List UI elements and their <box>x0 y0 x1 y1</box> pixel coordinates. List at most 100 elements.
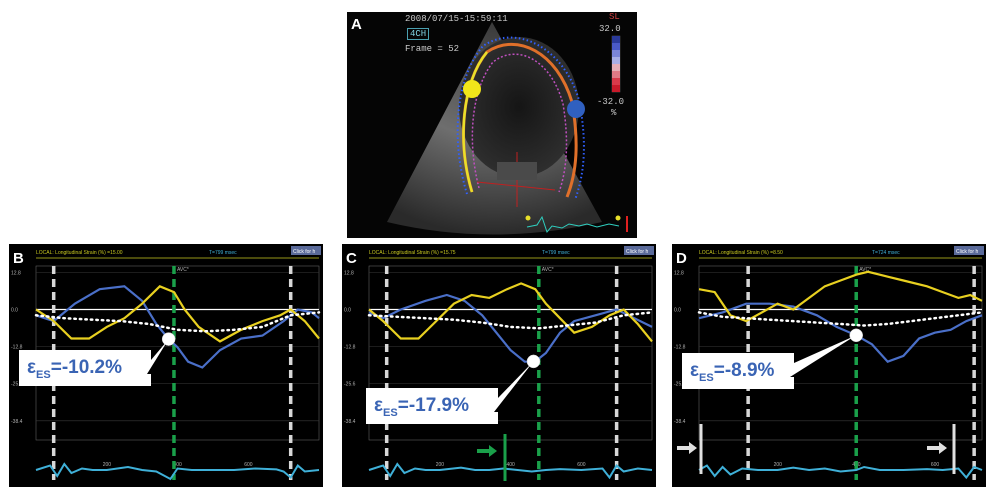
y-tick-label: 12.8 <box>11 270 21 276</box>
colorbar-segment <box>612 85 620 92</box>
colorbar-segment <box>612 78 620 85</box>
y-tick-label: 0.0 <box>344 308 351 314</box>
strain-curve-yellow <box>698 270 983 323</box>
arrow-icon <box>477 445 497 457</box>
y-tick-label: -25.6 <box>344 382 356 388</box>
x-tick-label: 400 <box>174 462 183 468</box>
header-button-bg <box>954 246 984 255</box>
strain-curve-white-dotted <box>697 311 984 327</box>
arrow-icon <box>927 442 947 454</box>
strain-curve-yellow <box>368 282 653 343</box>
strain-panel-b: LOCAL: Longitudinal Strain (%) =15.00 T=7… <box>9 244 323 487</box>
header-button-text: Click for h <box>293 249 315 255</box>
arrow-icon <box>677 442 697 454</box>
scale-title: SL <box>609 12 620 22</box>
x-tick-label: 600 <box>244 462 253 468</box>
blue-marker-lateral <box>567 100 585 118</box>
y-tick-label: -12.8 <box>11 345 23 351</box>
panel-label-b: B <box>13 250 24 267</box>
colorbar-segment <box>612 64 620 71</box>
colorbar-segment <box>612 43 620 50</box>
x-tick-label: 200 <box>436 462 445 468</box>
callout-box <box>366 361 534 424</box>
y-tick-label: -25.6 <box>674 382 686 388</box>
echo-frame: Frame = 52 <box>405 44 460 54</box>
septal-trace <box>462 51 488 193</box>
x-tick-label: 400 <box>507 462 516 468</box>
y-tick-label: -12.8 <box>344 345 356 351</box>
colorbar-segment <box>612 57 620 64</box>
plot-frame <box>368 265 653 441</box>
header-button-bg <box>291 246 321 255</box>
colorbar-segment <box>612 50 620 57</box>
y-tick-label: 12.8 <box>344 270 354 276</box>
strain-plot-c: LOCAL: Longitudinal Strain (%) =15.75 T=7… <box>344 246 654 481</box>
header-left-text: LOCAL: Longitudinal Strain (%) =8.50 <box>699 250 783 256</box>
panel-label-a: A <box>351 16 362 33</box>
strain-curve-white-dotted <box>34 311 321 333</box>
header-right-text: T=799 msec <box>209 250 237 256</box>
strain-curve-blue <box>368 293 653 363</box>
x-tick-label: 200 <box>103 462 112 468</box>
x-tick-label: 600 <box>577 462 586 468</box>
scale-min: -32.0 <box>597 97 625 107</box>
y-tick-label: 12.8 <box>674 270 684 276</box>
strain-plot-d: LOCAL: Longitudinal Strain (%) =8.50 T=72… <box>674 246 984 480</box>
mini-ecg-marker-right <box>615 215 621 221</box>
yellow-marker-septum <box>463 80 481 98</box>
y-tick-label: -25.6 <box>11 382 23 388</box>
y-tick-label: 0.0 <box>11 308 18 314</box>
header-right-text: T=799 msec <box>542 250 570 256</box>
ecg-trace <box>35 462 320 481</box>
callout-text-d: εES=-8.9% <box>690 360 775 384</box>
y-tick-label: -38.4 <box>674 419 686 425</box>
echo-timestamp: 2008/07/15-15:59:11 <box>405 14 508 24</box>
callout-text-c: εES=-17.9% <box>374 395 470 419</box>
ecg-trace <box>698 464 983 480</box>
colorbar-segment <box>612 71 620 78</box>
end-systolic-point <box>526 354 541 369</box>
strain-curve-yellow <box>35 285 320 343</box>
y-tick-label: 0.0 <box>674 308 681 314</box>
header-button-text: Click for h <box>626 249 648 255</box>
x-tick-label: 200 <box>774 462 783 468</box>
mini-ecg-marker-left <box>525 215 531 221</box>
strain-curve-blue <box>698 302 983 363</box>
header-button-text: Click for h <box>956 249 978 255</box>
strain-panel-c: LOCAL: Longitudinal Strain (%) =15.75 T=7… <box>342 244 656 487</box>
header-right-text: T=724 msec <box>872 250 900 256</box>
myocardium-trace-dots <box>456 36 585 201</box>
strain-plot-b: LOCAL: Longitudinal Strain (%) =15.00 T=7… <box>11 246 321 481</box>
callout-box <box>682 335 857 389</box>
valve-region <box>497 162 537 180</box>
y-tick-label: -38.4 <box>344 419 356 425</box>
panel-label-c: C <box>346 250 357 267</box>
scale-unit: % <box>611 108 617 118</box>
y-tick-label: -12.8 <box>674 345 686 351</box>
echo-svg <box>387 22 628 235</box>
x-tick-label: 600 <box>931 462 940 468</box>
end-systolic-point <box>161 332 176 346</box>
mini-ecg-trace <box>526 215 620 234</box>
myocardium-trace-inner <box>471 53 568 193</box>
strain-curve-blue <box>35 285 320 369</box>
strain-colorbar <box>612 36 620 92</box>
avc-label: AVC* <box>177 267 189 273</box>
header-left-text: LOCAL: Longitudinal Strain (%) =15.75 <box>369 250 456 256</box>
header-button-bg <box>624 246 654 255</box>
colorbar-segment <box>612 36 620 43</box>
header-left-text: LOCAL: Longitudinal Strain (%) =15.00 <box>36 250 123 256</box>
callout-box <box>19 339 169 386</box>
avc-label: AVC* <box>542 267 554 273</box>
y-tick-label: -38.4 <box>11 419 23 425</box>
strain-curve-white-dotted <box>367 311 654 330</box>
scale-max: 32.0 <box>599 24 621 34</box>
ecg-trace <box>368 462 653 480</box>
end-systolic-point <box>849 328 863 343</box>
panel-label-d: D <box>676 250 687 267</box>
echo-view-label: 4CH <box>407 28 430 40</box>
ventricle-cavity <box>459 37 579 177</box>
strain-panel-d: LOCAL: Longitudinal Strain (%) =8.50 T=72… <box>672 244 986 487</box>
mitral-annulus-line <box>476 181 556 191</box>
echo-image-panel: A 2008/07/15-15:59:11 4CH Frame = 52 SL … <box>347 12 637 238</box>
